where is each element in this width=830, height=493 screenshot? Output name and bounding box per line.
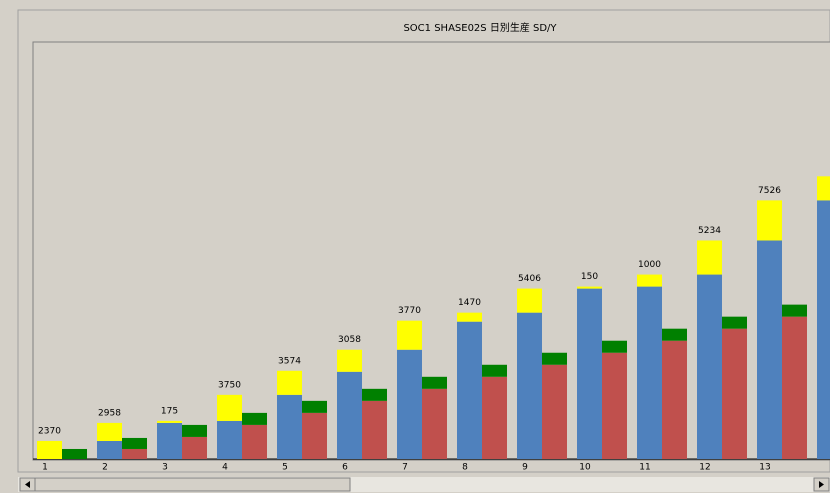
bar-segment xyxy=(277,394,302,459)
bar-segment xyxy=(217,394,242,421)
x-tick-label: 5 xyxy=(282,463,288,473)
bar-segment xyxy=(637,286,662,459)
bar-label: 7526 xyxy=(758,186,781,196)
bar-segment xyxy=(457,321,482,459)
bar-segment xyxy=(97,440,122,459)
bar-segment xyxy=(302,400,327,413)
bar-segment xyxy=(242,412,267,425)
bar-segment xyxy=(517,312,542,459)
bar-segment xyxy=(722,316,747,329)
bar-segment xyxy=(362,400,387,459)
bar-segment xyxy=(757,200,782,241)
bar-segment xyxy=(697,274,722,459)
chart-title: SOC1 SHASE02S 日別生産 SD/Y xyxy=(403,21,557,34)
bar-segment xyxy=(397,349,422,459)
bar-label: 1470 xyxy=(458,298,481,308)
bar-segment xyxy=(397,320,422,350)
bar-segment xyxy=(277,370,302,395)
x-tick-label: 3 xyxy=(162,463,168,473)
x-tick-label: 6 xyxy=(342,463,348,473)
bar-segment xyxy=(722,328,747,459)
bar-segment xyxy=(217,420,242,459)
scrollbar[interactable] xyxy=(18,477,830,492)
bar-segment xyxy=(517,288,542,313)
x-tick-label: 7 xyxy=(402,463,408,473)
bar-segment xyxy=(602,352,627,459)
bar-segment xyxy=(542,364,567,459)
bar-segment xyxy=(697,240,722,275)
bar-segment xyxy=(817,200,830,459)
x-tick-label: 10 xyxy=(579,463,591,473)
bar-label: 2370 xyxy=(38,426,61,436)
bar-segment xyxy=(457,312,482,322)
bar-segment xyxy=(542,352,567,365)
arrow-left xyxy=(25,481,30,488)
bar-segment xyxy=(757,240,782,459)
bar-segment xyxy=(122,437,147,449)
bar-segment xyxy=(782,304,807,317)
bar-segment xyxy=(817,176,830,201)
bar-segment xyxy=(577,286,602,289)
scroll-thumb[interactable] xyxy=(34,477,351,492)
bar-segment xyxy=(482,376,507,459)
bar-label: 3770 xyxy=(398,306,421,316)
bar-label: 5406 xyxy=(518,274,541,284)
x-tick-label: 1 xyxy=(42,463,48,473)
bar-label: 1000 xyxy=(638,260,661,270)
bar-segment xyxy=(122,448,147,459)
bar-segment xyxy=(157,420,182,423)
bar-segment xyxy=(637,274,662,287)
bar-segment xyxy=(422,388,447,459)
bar-segment xyxy=(242,424,267,459)
arrow-right xyxy=(819,481,824,488)
bar-segment xyxy=(37,440,62,459)
bar-label: 5234 xyxy=(698,226,721,236)
bar-segment xyxy=(362,388,387,401)
bar-segment xyxy=(337,371,362,459)
x-tick-label: 13 xyxy=(759,463,770,473)
bar-segment xyxy=(482,364,507,377)
bar-segment xyxy=(602,340,627,353)
bar-segment xyxy=(662,340,687,459)
bar-segment xyxy=(662,328,687,341)
bar-label: 2958 xyxy=(98,408,121,418)
bar-label: 3574 xyxy=(278,356,301,366)
bar-segment xyxy=(302,412,327,459)
bar-label: 3058 xyxy=(338,335,361,345)
bar-segment xyxy=(182,424,207,437)
bar-segment xyxy=(157,422,182,459)
bar-segment xyxy=(782,316,807,459)
bar-label: 3750 xyxy=(218,380,241,390)
bar-label: 175 xyxy=(161,406,178,416)
bar-segment xyxy=(182,436,207,459)
x-tick-label: 12 xyxy=(699,463,710,473)
bar-segment xyxy=(62,448,87,459)
x-tick-label: 8 xyxy=(462,463,468,473)
bar-segment xyxy=(97,422,122,441)
x-tick-label: 2 xyxy=(102,463,108,473)
x-tick-label: 11 xyxy=(639,463,650,473)
bar-segment xyxy=(577,288,602,459)
bar-segment xyxy=(422,376,447,389)
bar-label: 150 xyxy=(581,272,598,282)
x-tick-label: 4 xyxy=(222,463,228,473)
x-tick-label: 9 xyxy=(522,463,528,473)
bar-segment xyxy=(337,349,362,372)
